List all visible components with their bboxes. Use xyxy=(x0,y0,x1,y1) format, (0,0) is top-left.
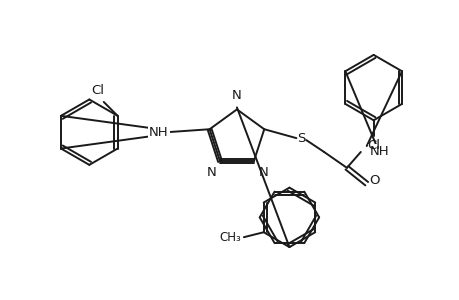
Text: NH: NH xyxy=(369,146,388,158)
Text: NH: NH xyxy=(149,126,168,139)
Text: Cl: Cl xyxy=(91,84,104,97)
Text: N: N xyxy=(258,166,268,179)
Text: N: N xyxy=(207,166,217,179)
Text: Cl: Cl xyxy=(366,139,379,152)
Text: O: O xyxy=(369,174,380,187)
Text: S: S xyxy=(297,132,305,145)
Text: CH₃: CH₃ xyxy=(218,231,241,244)
Text: N: N xyxy=(231,89,241,102)
